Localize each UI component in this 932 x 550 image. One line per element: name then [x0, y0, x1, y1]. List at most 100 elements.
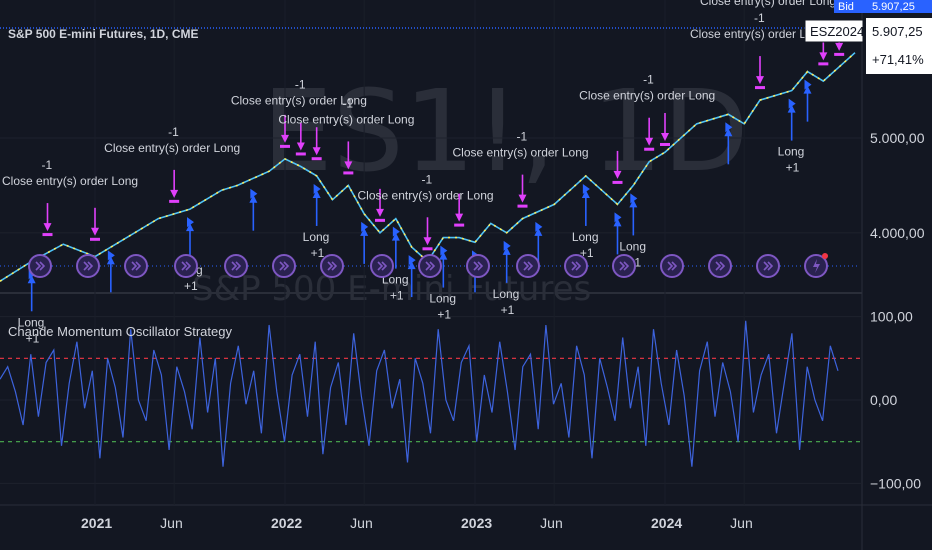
long-entry-signal: Long +1	[493, 240, 520, 317]
long-entry-qty: +1	[437, 308, 451, 322]
close-long-signal: Close entry(s) order Long -1	[453, 130, 589, 208]
close-long-signal	[660, 112, 670, 146]
long-entry-marker	[313, 183, 321, 194]
long-entry-arrow-head	[629, 199, 638, 208]
long-entry-signal: Long +1	[303, 183, 329, 260]
double-chevron-icon	[377, 261, 388, 271]
close-label: Close entry(s) order Long	[579, 89, 715, 103]
close-marker	[644, 147, 655, 151]
close-marker	[834, 52, 845, 56]
close-marker	[311, 157, 322, 161]
event-icon	[76, 254, 100, 278]
event-icon	[370, 254, 394, 278]
bid-value: 5.907,25	[872, 1, 915, 13]
long-entry-qty: +1	[311, 246, 325, 260]
double-chevron-icon	[523, 261, 534, 271]
symbol-watermark: ES1!, 1D	[262, 67, 749, 197]
long-entry-marker	[107, 250, 115, 261]
long-entry-arrow-head	[439, 251, 448, 260]
long-entry-label: Long	[429, 292, 456, 306]
close-qty: -1	[422, 172, 433, 186]
long-entry-signal: Long +1	[572, 183, 599, 260]
close-arrow-head	[423, 237, 432, 246]
event-icon	[708, 254, 732, 278]
long-entry-arrow-head	[391, 232, 400, 241]
close-marker	[454, 223, 465, 227]
long-entry-signal: Long +1	[382, 226, 409, 303]
price-badges: Bid 5.907,25 ESZ2024 5.907,25 +71,41%	[804, 0, 932, 74]
long-entry-signal: Long +1	[429, 245, 456, 322]
double-chevron-icon	[35, 261, 46, 271]
last-price-badge	[866, 18, 932, 74]
long-entry-qty: +1	[184, 279, 198, 293]
close-label: Close entry(s) order Long	[690, 27, 826, 41]
long-entry-label: Long	[619, 239, 646, 253]
time-axis-label: 2023	[461, 515, 492, 531]
last-price: 5.907,25	[872, 24, 923, 39]
close-label: Close entry(s) order Long	[231, 93, 367, 107]
long-entry-arrow-head	[803, 85, 812, 94]
time-axis-label: 2024	[651, 515, 682, 531]
close-long-signal: Close entry(s) order Long -1	[579, 73, 715, 151]
indicator-pane[interactable]	[0, 320, 860, 467]
long-entry-marker	[503, 240, 511, 251]
long-entry-qty: +1	[580, 246, 594, 260]
close-qty: -1	[168, 125, 179, 139]
long-entry-qty: +1	[786, 161, 800, 175]
contract-label: ESZ2024	[810, 24, 864, 39]
long-entry-qty: +1	[501, 303, 515, 317]
double-chevron-icon	[327, 261, 338, 271]
event-icon	[320, 254, 344, 278]
event-icon	[612, 254, 636, 278]
indicator-axis-label: 0,00	[870, 392, 897, 408]
long-entry-marker	[250, 188, 258, 199]
long-entry-signal	[360, 221, 369, 264]
double-chevron-icon	[425, 261, 436, 271]
long-entry-arrow-head	[534, 227, 543, 236]
contract-badge	[804, 19, 864, 43]
long-entry-signal	[106, 250, 115, 293]
close-long-signal: Close entry(s) order Long -1	[278, 96, 414, 175]
long-entry-signal	[249, 188, 258, 231]
double-chevron-icon	[231, 261, 242, 271]
close-marker	[755, 86, 765, 90]
long-entry-marker	[440, 245, 448, 256]
close-arrow-head	[819, 52, 828, 61]
close-marker	[343, 171, 354, 175]
price-line-down-candles	[0, 52, 856, 282]
indicator-title[interactable]: Chande Momentum Oscillator Strategy	[8, 324, 232, 339]
long-entry-arrow-head	[613, 218, 622, 227]
cmo-line	[0, 320, 839, 467]
indicator-axis-label: 100,00	[870, 309, 913, 325]
event-icon	[660, 254, 684, 278]
long-entry-marker	[187, 217, 194, 228]
close-arrow-head	[312, 147, 321, 156]
lightning-icon	[813, 259, 820, 273]
long-entry-arrow-head	[360, 227, 369, 236]
long-entry-signal	[803, 79, 812, 122]
close-label: Close entry(s) order Long	[104, 141, 240, 155]
long-entry-arrow-head	[724, 128, 733, 137]
close-marker	[375, 218, 385, 222]
close-arrow-head	[455, 213, 464, 222]
close-arrow-head	[91, 227, 99, 236]
close-qty: -1	[517, 130, 528, 144]
price-change: +71,41%	[872, 52, 924, 67]
close-arrow-head	[170, 189, 179, 198]
event-markers	[28, 253, 828, 278]
time-axis-label: Jun	[160, 515, 183, 531]
close-arrow-head	[835, 42, 844, 51]
long-entry-label: Long	[493, 287, 520, 301]
long-entry-marker	[804, 79, 812, 90]
long-entry-marker	[361, 221, 369, 232]
event-icon	[272, 254, 296, 278]
symbol-title[interactable]: S&P 500 E-mini Futures, 1D, CME	[8, 27, 199, 41]
long-entry-qty: +1	[26, 331, 40, 345]
double-chevron-icon	[763, 261, 774, 271]
long-entry-marker	[630, 193, 638, 204]
long-entry-signal: Long +1	[778, 98, 804, 175]
time-axis-label: Jun	[540, 515, 563, 531]
event-icon	[174, 254, 198, 278]
long-entry-marker	[582, 183, 590, 194]
